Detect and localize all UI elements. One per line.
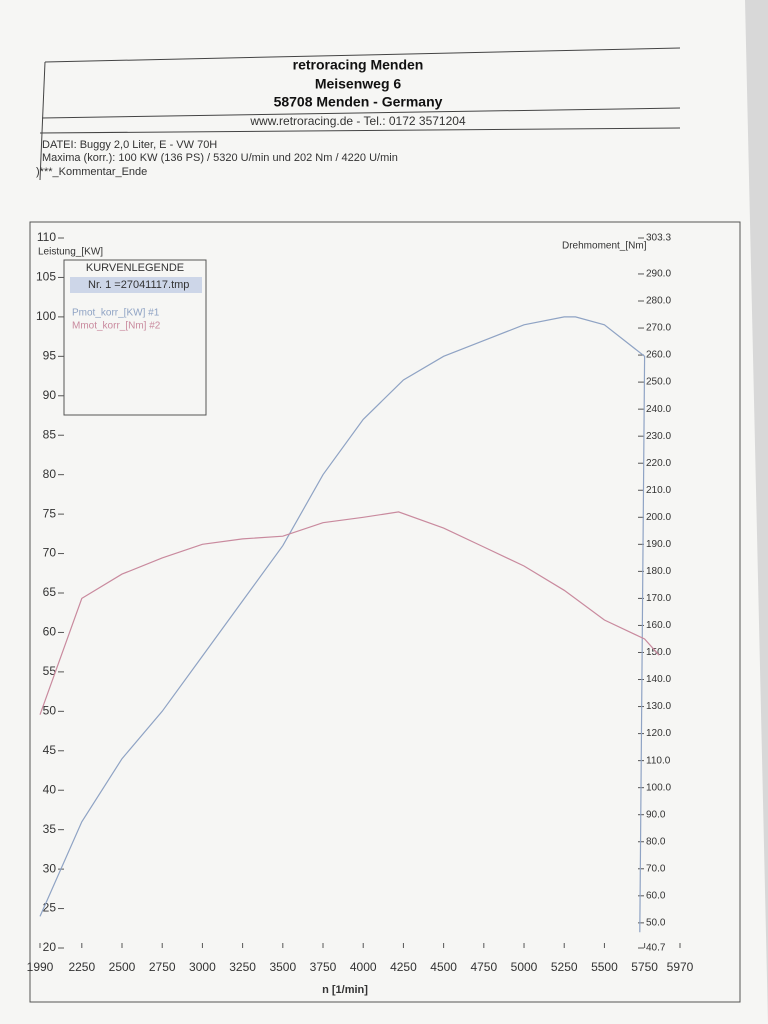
y2-tick-label: 60.0 bbox=[646, 890, 666, 901]
y-tick-label: 20 bbox=[43, 940, 57, 954]
x-tick-label: 3000 bbox=[189, 960, 216, 974]
y2-tick-label: 270.0 bbox=[646, 323, 671, 334]
legend-title: KURVENLEGENDE bbox=[86, 262, 184, 274]
y-tick-label: 25 bbox=[43, 901, 57, 915]
contact: www.retroracing.de - Tel.: 0172 3571204 bbox=[249, 114, 466, 128]
y2-tick-label: 200.0 bbox=[646, 512, 671, 523]
y-tick-label: 55 bbox=[43, 664, 57, 678]
y2-tick-label: 240.0 bbox=[646, 404, 671, 415]
y-tick-label: 35 bbox=[43, 822, 57, 836]
y-tick-label: 40 bbox=[43, 782, 57, 796]
y-tick-label: 60 bbox=[43, 625, 57, 639]
y2-axis-label: Drehmoment_[Nm] bbox=[562, 241, 647, 252]
x-tick-label: 4750 bbox=[470, 960, 497, 974]
x-tick-label: 5500 bbox=[591, 960, 618, 974]
y2-tick-label: 50.0 bbox=[646, 917, 666, 928]
street: Meisenweg 6 bbox=[315, 76, 402, 92]
y2-tick-label: 100.0 bbox=[646, 782, 671, 793]
y-tick-label: 45 bbox=[43, 743, 57, 757]
legend-file-bg bbox=[70, 277, 202, 293]
x-tick-label: 3750 bbox=[310, 960, 337, 974]
x-tick-label: 4250 bbox=[390, 960, 417, 974]
y2-tick-label: 220.0 bbox=[646, 458, 671, 469]
y2-tick-label: 90.0 bbox=[646, 809, 666, 820]
y2-tick-label: 180.0 bbox=[646, 566, 671, 577]
y2-tick-label: 120.0 bbox=[646, 728, 671, 739]
y-tick-label: 75 bbox=[43, 506, 57, 520]
y-tick-label: 65 bbox=[43, 585, 57, 599]
x-tick-label: 5250 bbox=[551, 960, 578, 974]
y-tick-label: 90 bbox=[43, 388, 57, 402]
y-tick-label: 80 bbox=[43, 467, 57, 481]
header-box bbox=[39, 47, 681, 181]
x-tick-label: 2250 bbox=[68, 960, 95, 974]
chart-frame bbox=[29, 221, 741, 1003]
legend-entry: Pmot_korr_[KW] #1 bbox=[72, 308, 160, 319]
x-tick-label: 5970 bbox=[667, 960, 694, 974]
y2-tick-label: 130.0 bbox=[646, 701, 671, 712]
y2-tick-label: 150.0 bbox=[646, 647, 671, 658]
series-line bbox=[39, 316, 646, 933]
legend-box bbox=[63, 259, 207, 416]
x-tick-label: 3250 bbox=[229, 960, 256, 974]
y2-tick-label: 190.0 bbox=[646, 539, 671, 550]
company: retroracing Menden bbox=[293, 57, 424, 73]
file-info: DATEI: Buggy 2,0 Liter, E - VW 70H bbox=[42, 139, 217, 151]
y-tick-label: 95 bbox=[43, 349, 57, 363]
x-tick-label: 2750 bbox=[149, 960, 176, 974]
y2-tick-label: 303.3 bbox=[646, 233, 671, 244]
y-tick-label: 105 bbox=[36, 270, 56, 284]
y2-tick-label: 160.0 bbox=[646, 620, 671, 631]
y2-tick-label: 260.0 bbox=[646, 350, 671, 361]
x-tick-label: 5000 bbox=[511, 960, 538, 974]
y2-tick-label: 140.0 bbox=[646, 674, 671, 685]
x-tick-label: 4000 bbox=[350, 960, 377, 974]
y2-tick-label: 40.7 bbox=[646, 943, 666, 954]
y-axis-label: Leistung_[KW] bbox=[38, 247, 103, 258]
legend-file: Nr. 1 =27041117.tmp bbox=[88, 279, 189, 291]
legend-entry: Mmot_korr_[Nm] #2 bbox=[72, 321, 161, 332]
y2-tick-label: 280.0 bbox=[646, 296, 671, 307]
y2-tick-label: 210.0 bbox=[646, 485, 671, 496]
y2-tick-label: 80.0 bbox=[646, 836, 666, 847]
series-line bbox=[39, 511, 660, 715]
y2-tick-label: 110.0 bbox=[646, 755, 671, 766]
x-tick-label: 3500 bbox=[269, 960, 296, 974]
y-tick-label: 100 bbox=[36, 309, 56, 323]
comment: )***_Kommentar_Ende bbox=[36, 166, 147, 178]
y-tick-label: 50 bbox=[43, 704, 57, 718]
y2-tick-label: 170.0 bbox=[646, 593, 671, 604]
y-tick-label: 70 bbox=[43, 546, 57, 560]
x-axis-label: n [1/min] bbox=[322, 984, 368, 996]
maxima: Maxima (korr.): 100 KW (136 PS) / 5320 U… bbox=[42, 152, 398, 164]
city: 58708 Menden - Germany bbox=[274, 94, 443, 110]
y2-tick-label: 290.0 bbox=[646, 269, 671, 280]
y2-tick-label: 250.0 bbox=[646, 377, 671, 388]
x-tick-label: 1990 bbox=[27, 960, 54, 974]
y-tick-label: 30 bbox=[43, 861, 57, 875]
y2-tick-label: 230.0 bbox=[646, 431, 671, 442]
x-tick-label: 4500 bbox=[430, 960, 457, 974]
y-tick-label: 85 bbox=[43, 427, 57, 441]
x-tick-label: 5750 bbox=[631, 960, 658, 974]
y-tick-label: 110 bbox=[37, 230, 56, 244]
y2-tick-label: 70.0 bbox=[646, 863, 666, 874]
x-tick-label: 2500 bbox=[109, 960, 136, 974]
